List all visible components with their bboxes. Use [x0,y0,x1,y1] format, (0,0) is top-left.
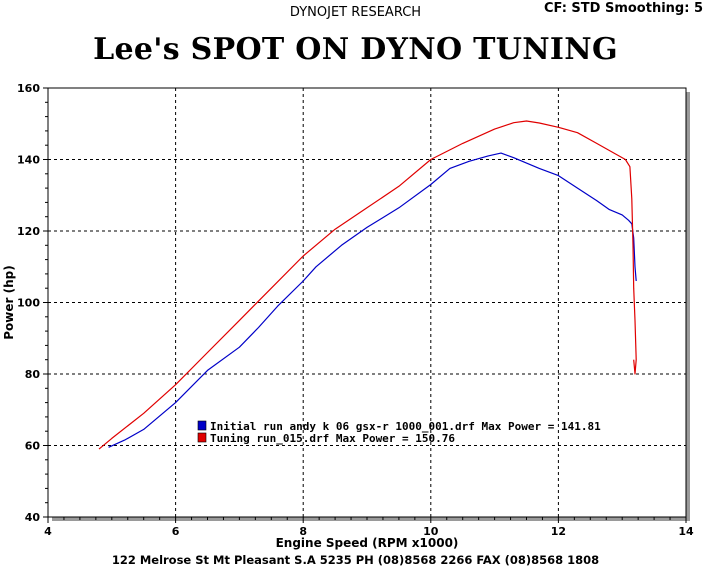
y-tick-label: 160 [17,82,40,95]
legend-swatch-2 [197,432,207,443]
y-tick-label: 40 [25,511,41,524]
x-tick-label: 4 [44,525,52,538]
shop-address: 122 Melrose St Mt Pleasant S.A 5235 PH (… [111,553,600,567]
run-settings: CF: STD Smoothing: 5 [543,1,703,16]
x-tick-label: 6 [172,525,180,538]
x-tick-label: 10 [423,525,439,538]
legend-swatch-1 [197,420,207,431]
y-tick-label: 80 [25,368,41,381]
legend-entry-2: Tuning run_015.drf Max Power = 150.76 [210,432,455,445]
x-tick-label: 12 [551,525,566,538]
x-tick-label: 14 [678,525,694,538]
y-tick-label: 60 [25,440,41,453]
y-tick-label: 120 [17,225,40,238]
x-tick-label: 8 [299,525,307,538]
chart-title: Lee's SPOT ON DYNO TUNING [93,32,618,67]
x-axis-label: Engine Speed (RPM x1000) [276,536,459,550]
plot-frame [47,87,687,518]
y-tick-label: 100 [17,297,40,310]
y-axis-label: Power (hp) [2,265,16,339]
company-name: DYNOJET RESEARCH [289,5,422,20]
series-line-1 [108,152,637,448]
y-tick-label: 140 [17,154,40,167]
legend-entry-1: Initial run andy k 06 gsx-r 1000_001.drf… [210,420,601,433]
series-line-2 [98,120,637,450]
